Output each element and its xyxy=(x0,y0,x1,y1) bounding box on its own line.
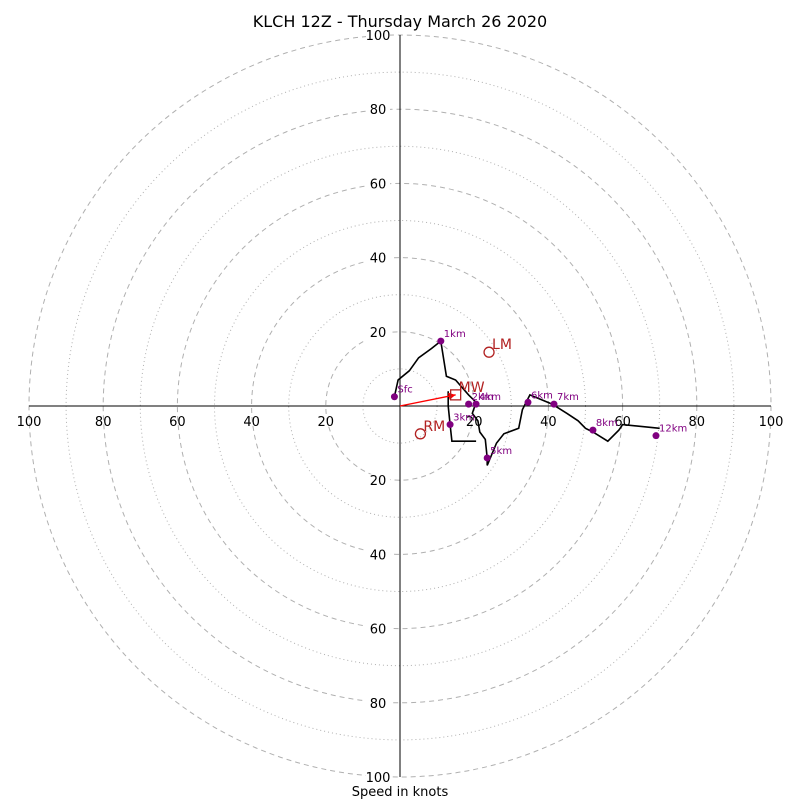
height-label-sfc: Sfc xyxy=(397,385,412,396)
x-tick-right-100: 100 xyxy=(759,415,784,430)
y-tick-top-80-bg xyxy=(366,103,390,119)
y-tick-top-20-bg xyxy=(366,325,390,341)
y-tick-bottom-40: 40 xyxy=(370,548,387,563)
height-label-8km: 8km xyxy=(596,418,618,429)
height-label-1km: 1km xyxy=(444,329,466,340)
storm-motion-arrowhead xyxy=(448,392,456,400)
height-point-1km xyxy=(437,337,445,345)
height-label-2km: 2km xyxy=(472,392,494,403)
y-tick-bottom-60-bg xyxy=(366,622,390,638)
storm-motion-label-mw: MW xyxy=(459,380,485,396)
y-tick-bottom-20: 20 xyxy=(370,474,387,489)
storm-motion-marker-lm xyxy=(483,346,495,358)
x-tick-left-40: 40 xyxy=(243,415,260,430)
height-label-4km: 4km xyxy=(479,392,501,403)
x-tick-right-40: 40 xyxy=(540,415,557,430)
y-tick-top-100-bg xyxy=(366,29,390,44)
y-tick-top-20: 20 xyxy=(370,326,387,341)
storm-motion-label-rm: RM xyxy=(423,419,445,435)
height-label-5km: 5km xyxy=(490,446,512,457)
x-tick-left-80: 80 xyxy=(95,415,112,430)
y-tick-bottom-80: 80 xyxy=(370,697,387,712)
height-point-8km xyxy=(589,426,597,434)
y-tick-top-60-bg xyxy=(366,177,390,193)
height-point-4km xyxy=(472,400,480,408)
y-tick-top-60: 60 xyxy=(370,177,387,192)
y-tick-bottom-100-bg xyxy=(366,771,390,786)
height-point-12km xyxy=(652,432,660,440)
y-tick-top-80: 80 xyxy=(370,103,387,118)
chart-title: KLCH 12Z - Thursday March 26 2020 xyxy=(253,12,547,31)
height-label-12km: 12km xyxy=(659,424,687,435)
x-tick-left-100: 100 xyxy=(17,415,42,430)
height-point-3km xyxy=(446,421,454,429)
tick-labels: 100 80 60 40 20 20 40 60 80 100204060801002040608… xyxy=(17,29,784,786)
storm-motion-marker-mw xyxy=(449,389,462,401)
y-tick-top-40-bg xyxy=(366,251,390,267)
x-tick-right-60: 60 xyxy=(614,415,631,430)
height-point-5km xyxy=(483,454,491,462)
storm-motion-vector xyxy=(399,394,456,407)
x-tick-left-20: 20 xyxy=(318,415,335,430)
y-tick-bottom-80-bg xyxy=(366,696,390,712)
height-point-6km xyxy=(524,398,532,406)
x-axis-label: Speed in knots xyxy=(352,785,449,800)
storm-motion-marker-rm xyxy=(414,428,427,440)
height-point-2km xyxy=(465,400,473,408)
y-tick-bottom-100: 100 xyxy=(366,771,391,786)
x-tick-left-60: 60 xyxy=(169,415,186,430)
y-tick-top-100: 100 xyxy=(366,29,391,44)
height-point-7km xyxy=(550,400,558,408)
y-tick-top-40: 40 xyxy=(370,252,387,267)
x-tick-right-80: 80 xyxy=(689,415,706,430)
y-tick-bottom-60: 60 xyxy=(370,623,387,638)
storm-motion-label-lm: LM xyxy=(492,337,512,353)
height-point-sfc xyxy=(390,393,398,401)
height-label-3km: 3km xyxy=(453,413,475,424)
height-label-7km: 7km xyxy=(557,392,579,403)
hodograph-trace-segment xyxy=(447,391,477,443)
y-tick-bottom-40-bg xyxy=(366,548,390,564)
height-label-6km: 6km xyxy=(531,390,553,401)
y-tick-bottom-20-bg xyxy=(366,474,390,490)
